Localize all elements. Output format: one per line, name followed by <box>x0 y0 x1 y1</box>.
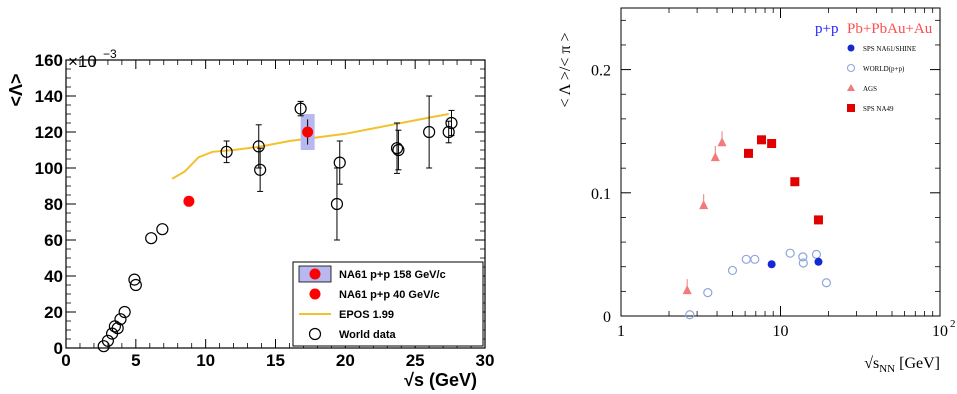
world-pp-point <box>703 287 713 298</box>
lambda-yield-chart: 0 5 10 15 20 25 30 0 20 40 60 80 100 120 140 160 ×10 −3 √s… <box>6 47 495 390</box>
world-data-point <box>442 125 455 139</box>
world-data-point <box>111 322 124 335</box>
epos-line <box>171 113 449 180</box>
y-axis-label: <Λ> <box>6 73 26 106</box>
y-axis-label: < Λ >/< π > <box>557 33 574 108</box>
legend-label-world-p-p: WORLD(p+p) <box>863 65 905 73</box>
na49-point <box>813 215 823 225</box>
legend-label-sps-na61-shine: SPS NA61/SHINE <box>863 45 916 53</box>
legend-label-epos-1-99: EPOS 1.99 <box>339 309 394 321</box>
legend-label-na61-p-p-40-gev-c: NA61 p+p 40 GeV/c <box>339 289 440 301</box>
legend-na49-marker <box>847 104 855 112</box>
legend-na61-40-marker <box>309 288 321 300</box>
legend-label-world-data: World data <box>339 329 397 341</box>
na49-point <box>767 139 777 149</box>
world-data-point <box>118 305 131 319</box>
world-data-point <box>445 116 458 130</box>
x-tick-label: 0 <box>61 351 70 370</box>
world-pp-point <box>821 278 832 288</box>
y-tick-label: 20 <box>44 303 63 322</box>
x-tick-label: 20 <box>336 351 355 370</box>
x-tick-label: 25 <box>406 351 425 370</box>
y-tick-label: 0.2 <box>591 63 611 80</box>
world-data-point <box>128 273 141 286</box>
x-axis-label: √sNN [GeV] <box>864 355 940 375</box>
ags-point <box>717 137 727 147</box>
header-label-heavy-ion: Pb+PbAu+Au <box>847 21 933 37</box>
world-pp-point <box>727 265 738 276</box>
y-tick-label: 0.1 <box>591 186 611 203</box>
x-axis-label: √s (GeV) <box>404 370 477 390</box>
world-data-point <box>390 142 404 155</box>
world-data-point <box>330 197 344 211</box>
na61-shine-point <box>814 257 823 266</box>
legend-label-ags: AGS <box>863 85 877 93</box>
na61-158-point <box>302 126 314 138</box>
world-pp-point <box>750 254 760 264</box>
world-data-point <box>254 163 267 176</box>
y-tick-label: 140 <box>35 87 63 106</box>
legend-label-na61-p-p-158-gev-c: NA61 p+p 158 GeV/c <box>339 269 446 281</box>
ags-point <box>710 152 720 162</box>
y-tick-label: 80 <box>44 195 63 214</box>
ags-point <box>699 200 709 210</box>
na49-point <box>756 135 766 145</box>
y-tick-label: 0 <box>54 339 63 358</box>
x-tick-exponent: 2 <box>950 318 956 330</box>
world-data-point <box>114 313 127 326</box>
world-data-point <box>252 140 265 153</box>
legend-world-marker <box>308 327 322 341</box>
world-data-point <box>294 102 307 115</box>
na49-point <box>743 148 753 158</box>
y-tick-label: 0 <box>603 309 611 326</box>
na61-40-point <box>183 195 195 207</box>
world-data-point <box>156 223 169 236</box>
x-tick-label: 10 <box>773 323 789 340</box>
ags-point <box>682 285 692 295</box>
legend-world-pp-marker <box>846 63 856 73</box>
na61-shine-point <box>767 260 776 269</box>
world-data-point <box>220 145 233 158</box>
y-tick-label: 100 <box>35 159 63 178</box>
x-tick-label: 5 <box>131 351 140 370</box>
lambda-pion-ratio-chart: 1 10 10 200.10.2√sNN [GeV]< Λ >/< π >p+p Pb+… <box>557 7 956 375</box>
world-data-point <box>129 278 142 292</box>
x-tick-label: 30 <box>476 351 495 370</box>
legend-label-sps-na49: SPS NA49 <box>863 105 894 113</box>
y-tick-label: 60 <box>44 231 63 250</box>
y-tick-label: 40 <box>44 267 63 286</box>
world-data-point <box>392 143 405 157</box>
x-tick-label: 1 <box>617 323 625 340</box>
x-tick-label: 10 <box>932 323 948 340</box>
world-pp-point <box>798 252 808 262</box>
y-tick-label: 120 <box>35 123 63 142</box>
world-data-point <box>101 334 115 347</box>
world-pp-point <box>741 254 751 264</box>
world-data-point <box>423 125 436 139</box>
world-pp-point <box>785 248 795 258</box>
y-multiplier: ×10 <box>68 52 97 71</box>
world-data-point <box>145 232 158 245</box>
legend-na61-158-marker <box>309 268 321 280</box>
y-tick-label: 160 <box>35 51 63 70</box>
world-pp-point <box>811 249 822 259</box>
plot-frame <box>620 7 941 317</box>
na49-point <box>790 177 800 187</box>
world-data-point <box>333 156 346 169</box>
legend-na61-shine-marker <box>847 44 855 52</box>
world-pp-point <box>685 310 695 320</box>
world-pp-point <box>798 258 808 268</box>
y-multiplier-exponent: −3 <box>103 47 117 61</box>
header-label-pp: p+p <box>815 21 838 37</box>
legend-ags-marker <box>847 84 855 91</box>
x-tick-label: 15 <box>266 351 285 370</box>
x-tick-label: 10 <box>196 351 215 370</box>
